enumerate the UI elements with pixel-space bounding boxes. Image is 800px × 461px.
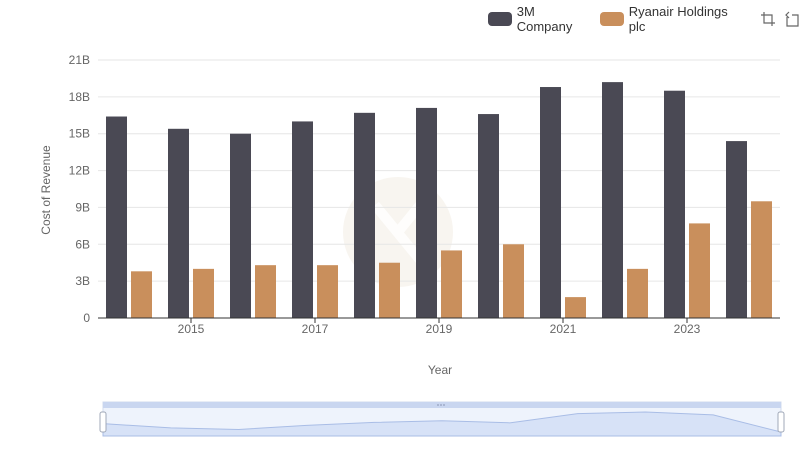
bar-3m-2016[interactable] [230,133,251,318]
y-tick-label: 12B [69,164,90,178]
legend: 3M Company Ryanair Holdings plc [488,4,800,34]
y-tick-label: 0 [83,311,90,325]
bar-3m-2023[interactable] [664,90,685,318]
legend-item-3m[interactable]: 3M Company [488,4,590,34]
y-tick-label: 9B [75,200,90,214]
bar-3m-2015[interactable] [168,128,189,318]
data-zoom-handle-left[interactable] [99,411,107,433]
bar-ryanair-2019[interactable] [441,250,462,318]
bar-ryanair-2021[interactable] [565,297,586,318]
bar-3m-2017[interactable] [292,121,313,318]
y-tick-label: 18B [69,90,90,104]
bar-ryanair-2020[interactable] [503,244,524,318]
zoom-icon[interactable] [760,11,776,27]
x-tick-label: 2015 [178,322,205,336]
y-tick-label: 3B [75,274,90,288]
bar-3m-2024[interactable] [726,141,747,318]
toolbox [752,11,800,27]
data-zoom-slider[interactable] [99,401,785,437]
bar-ryanair-2015[interactable] [193,268,214,318]
bar-ryanair-2024[interactable] [751,201,772,318]
bar-3m-2022[interactable] [602,82,623,318]
y-tick-label: 21B [69,53,90,67]
x-tick-label: 2017 [302,322,329,336]
restore-icon[interactable] [784,11,800,27]
x-tick-label: 2023 [674,322,701,336]
bar-ryanair-2016[interactable] [255,265,276,318]
y-tick-label: 15B [69,127,90,141]
bar-3m-2014[interactable] [106,116,127,318]
axes: 0 3B 6B 9B 12B 15B 18B 21B 2015 2017 2019 2021 2023 [69,53,780,336]
bar-ryanair-2022[interactable] [627,268,648,318]
bar-ryanair-2023[interactable] [689,223,710,318]
bar-ryanair-2014[interactable] [131,271,152,318]
legend-label-3m: 3M Company [516,4,573,34]
legend-item-ryanair[interactable]: Ryanair Holdings plc [600,4,742,34]
data-zoom-grip-icon [437,404,445,406]
bar-3m-2020[interactable] [478,114,499,318]
bar-ryanair-2017[interactable] [317,265,338,318]
bar-3m-2021[interactable] [540,87,561,319]
legend-swatch-3m [488,12,512,26]
legend-label-ryanair: Ryanair Holdings plc [628,4,728,34]
y-tick-label: 6B [75,237,90,251]
data-zoom-move-bar[interactable] [103,402,781,408]
data-zoom-preview [102,411,782,437]
bar-ryanair-2018[interactable] [379,262,400,318]
x-tick-label: 2019 [426,322,453,336]
legend-swatch-ryanair [600,12,624,26]
data-zoom-handle-right[interactable] [777,411,785,433]
x-axis-label: Year [428,363,452,377]
bar-3m-2018[interactable] [354,112,375,318]
bar-3m-2019[interactable] [416,107,437,319]
bars [106,82,772,319]
x-tick-label: 2021 [550,322,577,336]
y-axis-label: Cost of Revenue [39,145,53,235]
